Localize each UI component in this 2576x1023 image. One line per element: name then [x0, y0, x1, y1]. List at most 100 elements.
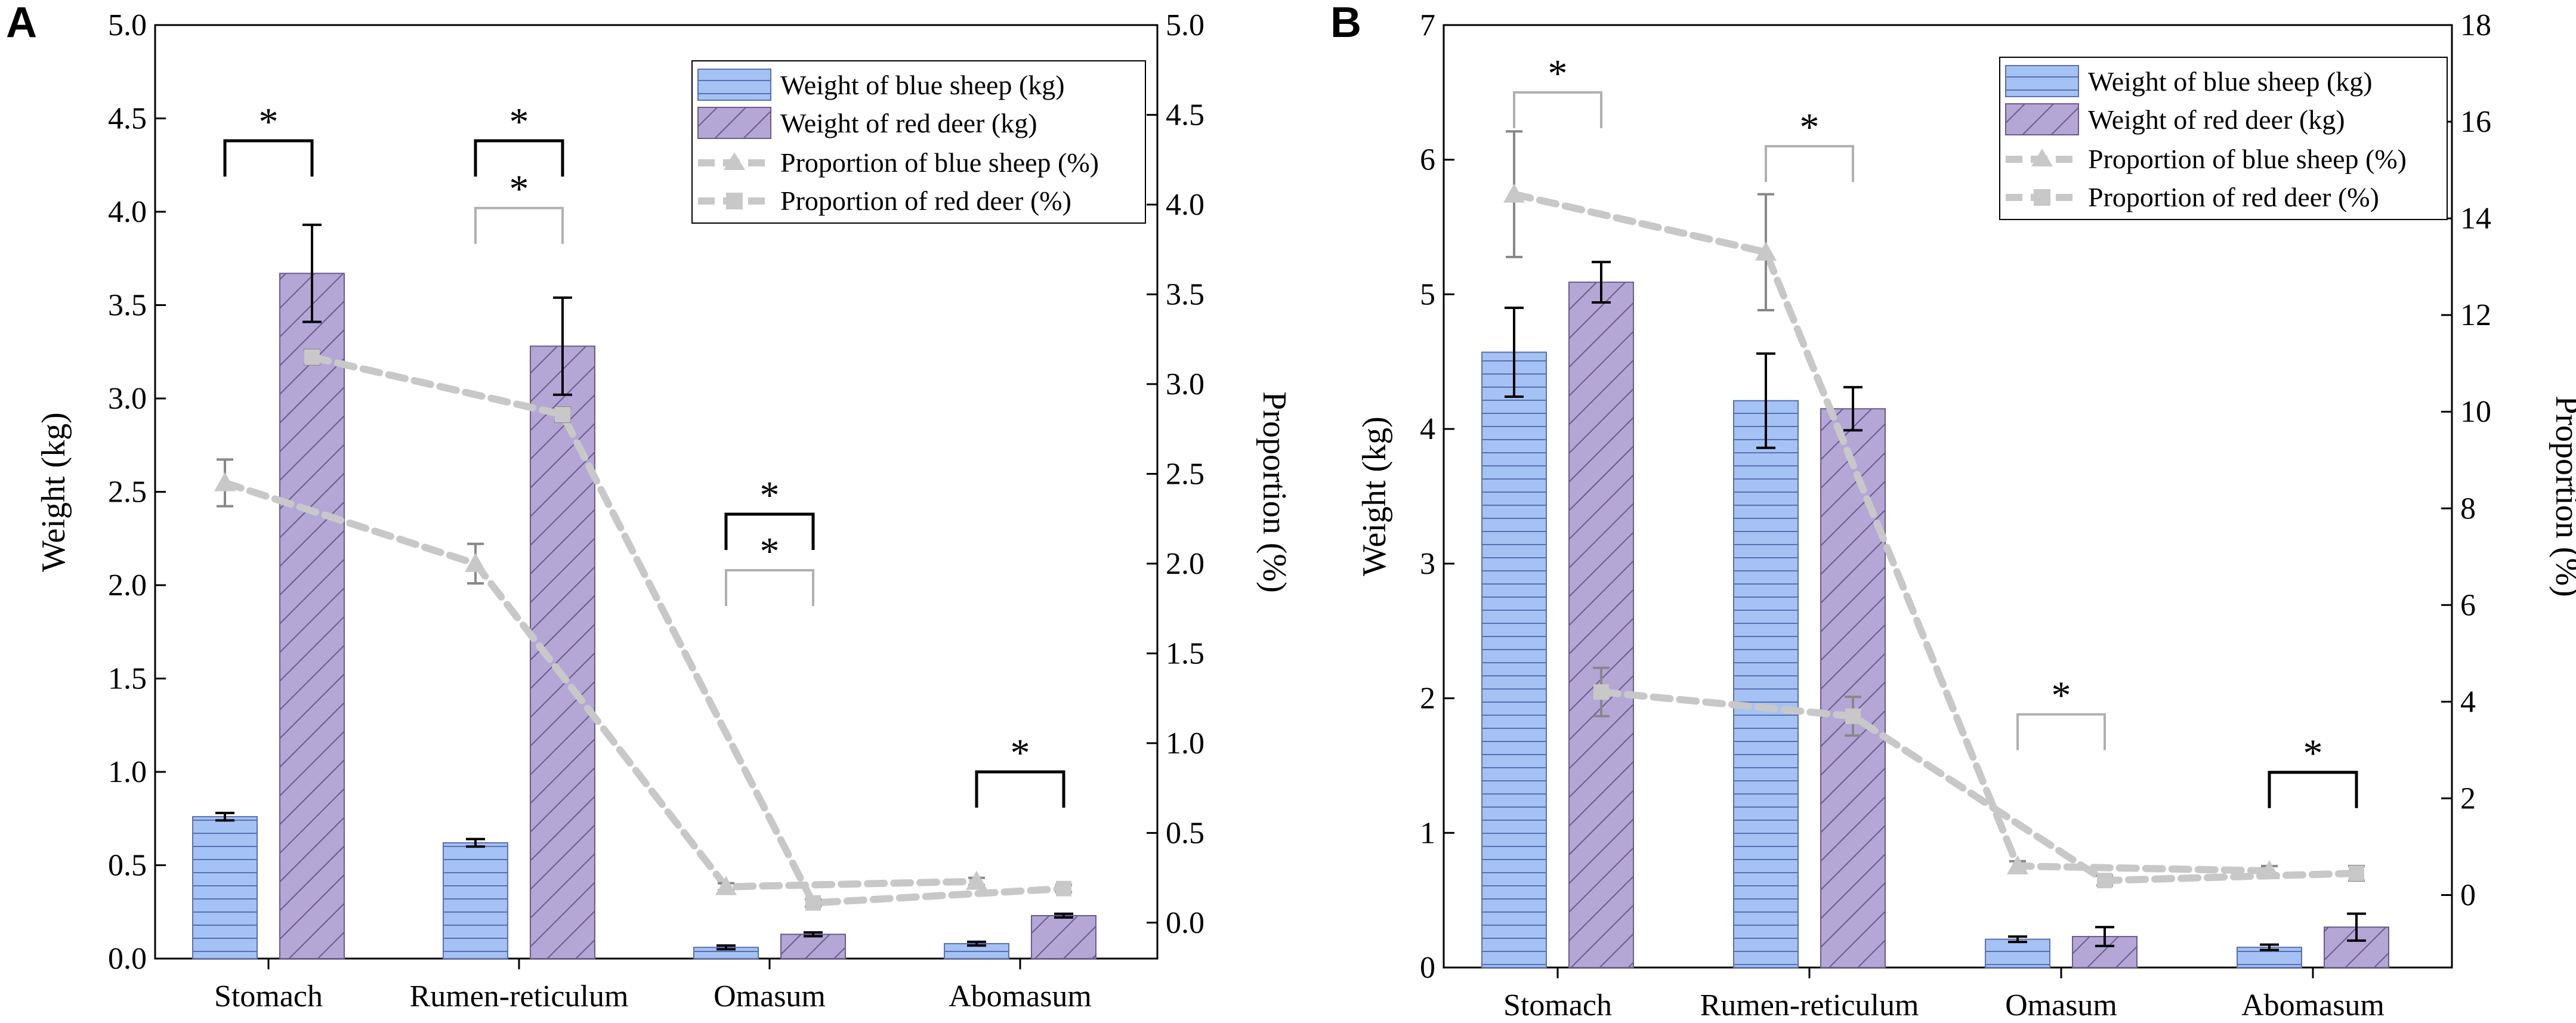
y2-tick-label: 0.0 — [1166, 906, 1204, 940]
trend-line — [1511, 190, 2273, 874]
significance-star: * — [1011, 731, 1030, 775]
y2-tick-label: 2.5 — [1166, 457, 1204, 491]
significance-star: * — [2052, 674, 2071, 718]
y-tick-label: 0.5 — [108, 849, 147, 883]
y-tick-label: 5.0 — [108, 8, 147, 42]
legend-marker-square — [726, 193, 743, 209]
bar — [279, 273, 345, 959]
legend: Weight of blue sheep (kg) Weight of red … — [1999, 57, 2448, 220]
significance-bracket — [2016, 713, 2106, 750]
significance-bracket — [724, 512, 815, 551]
y-tick-label: 6 — [1420, 143, 1435, 177]
y-tick-label: 0.0 — [108, 942, 147, 976]
significance-star: * — [259, 100, 279, 144]
marker-square — [2097, 873, 2112, 889]
significance-brackets: * * * * * * — [223, 100, 1065, 808]
marker-square — [1056, 880, 1071, 897]
bar — [1031, 915, 1097, 960]
y2-tick-label: 5.0 — [1166, 8, 1204, 42]
y-axis-right: 0.0 0.5 1.0 1.5 2.0 2.5 3.0 3.5 4.0 4.5 5.0 — [1147, 8, 1204, 940]
significance-star: * — [509, 100, 529, 144]
y2-tick-label: 10 — [2460, 395, 2491, 429]
legend-label: Proportion of blue sheep (%) — [2088, 144, 2407, 174]
significance-bracket — [975, 770, 1065, 808]
legend-label: Weight of blue sheep (kg) — [780, 70, 1065, 100]
bar — [192, 816, 258, 959]
marker-triangle — [2007, 855, 2028, 874]
marker-square — [1593, 684, 1609, 700]
trend-lines — [214, 348, 1072, 911]
bar — [2072, 936, 2138, 968]
legend-label: Weight of blue sheep (kg) — [2088, 66, 2373, 97]
significance-bracket — [1765, 145, 1854, 183]
bar — [1985, 938, 2050, 968]
legend-label: Weight of red deer (kg) — [2088, 104, 2345, 135]
significance-bracket — [725, 568, 814, 606]
y2-axis-title: Proportion (%) — [2549, 395, 2576, 597]
y2-tick-label: 1.5 — [1166, 636, 1204, 670]
bar — [1481, 351, 1547, 968]
y-tick-label: 3.0 — [108, 382, 147, 416]
y-tick-label: 1 — [1420, 816, 1435, 850]
trend-line — [221, 479, 980, 891]
plot-frame — [1443, 24, 2453, 969]
panel-label: A — [6, 0, 37, 47]
y-axis-title: Weight (kg) — [35, 412, 72, 572]
y2-tick-label: 1.0 — [1166, 727, 1204, 761]
y2-tick-label: 2 — [2460, 781, 2476, 815]
significance-star: * — [1548, 52, 1568, 95]
significance-star: * — [2303, 732, 2323, 775]
significance-bracket — [474, 139, 564, 177]
y2-tick-label: 0.5 — [1166, 816, 1204, 850]
bar — [443, 842, 508, 959]
marker-triangle — [465, 552, 486, 572]
marker-square — [555, 407, 570, 423]
x-tick-label: Stomach — [1503, 988, 1612, 1022]
bars — [1481, 261, 2389, 969]
legend-label: Proportion of red deer (%) — [780, 186, 1071, 216]
x-tick-label: Rumen-reticulum — [1700, 988, 1919, 1022]
marker-square — [304, 349, 320, 365]
marker-square — [1845, 708, 1861, 724]
y-axis-title: Weight (kg) — [1356, 416, 1393, 576]
trend-lines — [1503, 130, 2365, 889]
y2-tick-label: 14 — [2460, 202, 2491, 236]
legend-swatch-blue-bar — [2005, 65, 2079, 97]
legend-marker-triangle — [2031, 149, 2053, 166]
y2-tick-label: 3.5 — [1166, 277, 1204, 311]
legend: Weight of blue sheep (kg) Weight of red … — [691, 60, 1146, 224]
legend-marker-square — [2034, 189, 2050, 206]
y2-tick-label: 2.0 — [1166, 547, 1204, 581]
y-tick-label: 0 — [1420, 951, 1435, 985]
y-tick-label: 2.5 — [108, 475, 147, 509]
x-axis: Stomach Rumen-reticulum Omasum Abomasum — [1503, 968, 2385, 1022]
bars — [192, 223, 1097, 960]
panel-label: B — [1330, 0, 1361, 47]
x-tick-label: Omasum — [2005, 988, 2117, 1022]
y-tick-label: 1.0 — [108, 755, 147, 789]
x-tick-label: Rumen-reticulum — [410, 979, 629, 1013]
y-axis-left: 0.0 0.5 1.0 1.5 2.0 2.5 3.0 3.5 4.0 4.5 5.0 — [108, 8, 166, 976]
x-tick-label: Stomach — [214, 979, 323, 1013]
y-tick-label: 1.5 — [108, 662, 147, 696]
x-tick-label: Omasum — [714, 979, 826, 1013]
significance-bracket — [2268, 771, 2358, 808]
significance-brackets: * * * * — [1513, 52, 2358, 808]
marker-triangle — [214, 472, 236, 492]
y2-tick-label: 16 — [2460, 105, 2491, 139]
y2-tick-label: 4.0 — [1166, 188, 1204, 222]
trend-line — [1598, 688, 2360, 885]
y-tick-label: 2 — [1420, 682, 1435, 716]
marker-triangle — [1503, 183, 1525, 203]
significance-bracket — [1513, 91, 1602, 128]
y-axis-left: 0 1 2 3 4 5 6 7 — [1420, 8, 1454, 985]
x-axis: Stomach Rumen-reticulum Omasum Abomasum — [214, 959, 1092, 1013]
marker-square — [805, 895, 821, 911]
y2-tick-label: 3.0 — [1166, 367, 1204, 401]
marker-triangle — [966, 870, 987, 890]
bar — [1733, 400, 1799, 968]
x-tick-label: Abomasum — [949, 979, 1092, 1013]
significance-star: * — [760, 474, 780, 517]
